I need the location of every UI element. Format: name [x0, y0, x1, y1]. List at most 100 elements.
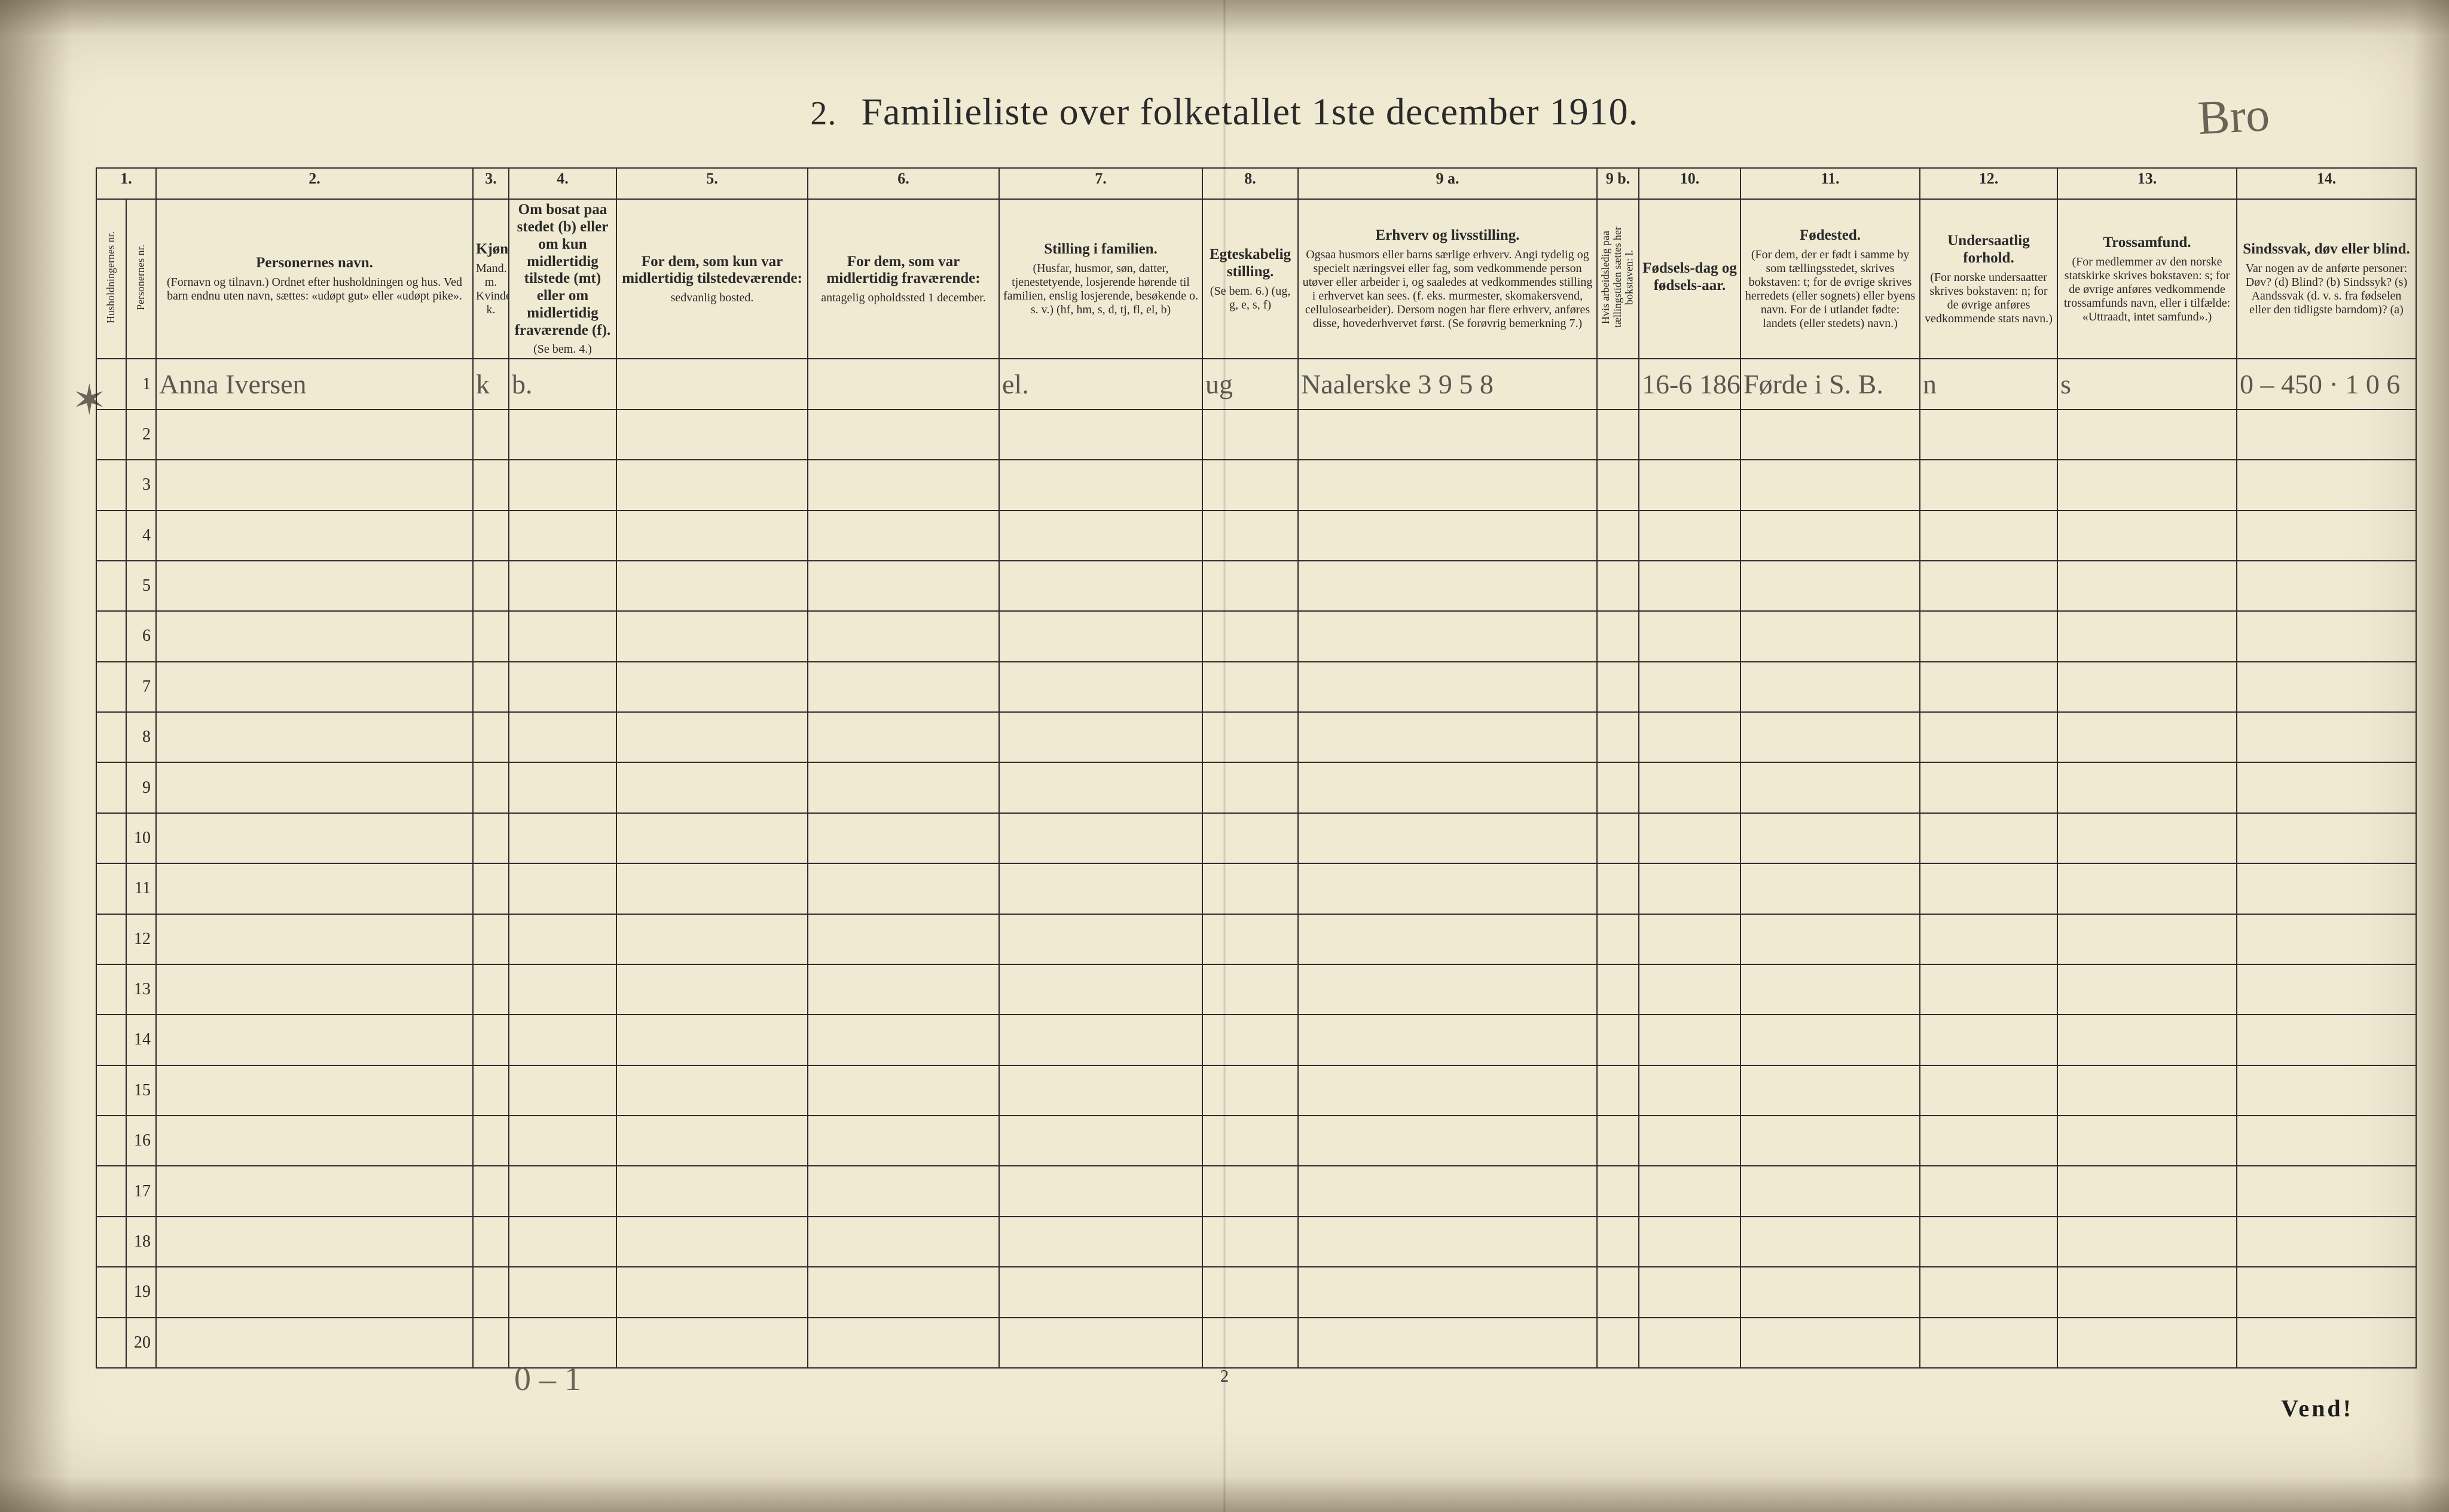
table-cell: [2237, 1318, 2416, 1368]
table-cell: [156, 1065, 473, 1116]
table-cell: [999, 813, 1202, 863]
table-cell: el.: [999, 359, 1202, 409]
table-cell: [96, 813, 126, 863]
table-cell: [1639, 561, 1740, 611]
table-row: 4: [96, 511, 2416, 561]
table-cell: [1597, 511, 1639, 561]
table-cell: [156, 1318, 473, 1368]
table-cell: [473, 611, 509, 661]
table-cell: 7: [126, 662, 156, 712]
table-cell: 18: [126, 1217, 156, 1267]
table-cell: [1202, 813, 1298, 863]
column-header-cell: Trossamfund.(For medlemmer av den norske…: [2057, 199, 2237, 359]
table-cell: [808, 1318, 999, 1368]
table-cell: [1740, 762, 1920, 812]
table-cell: [96, 712, 126, 762]
page-center-fold: [1223, 0, 1226, 1512]
table-cell: k: [473, 359, 509, 409]
table-cell: [999, 914, 1202, 964]
table-cell: [473, 964, 509, 1015]
table-cell: [2057, 1116, 2237, 1166]
table-cell: [2057, 813, 2237, 863]
table-cell: [1920, 1318, 2057, 1368]
table-cell: [2237, 762, 2416, 812]
table-cell: [473, 1318, 509, 1368]
table-cell: [1639, 1267, 1740, 1317]
table-cell: [1597, 813, 1639, 863]
table-cell: [616, 561, 808, 611]
table-cell: [1639, 712, 1740, 762]
column-header-cell: Personernes nr.: [126, 199, 156, 359]
table-cell: [999, 712, 1202, 762]
table-cell: [156, 1015, 473, 1065]
table-cell: [2237, 1065, 2416, 1116]
table-cell: [1920, 863, 2057, 914]
table-cell: 17: [126, 1166, 156, 1216]
table-cell: [999, 662, 1202, 712]
table-cell: [1920, 410, 2057, 460]
table-cell: 14: [126, 1015, 156, 1065]
turn-page-label: Vend!: [2281, 1394, 2353, 1422]
column-number-cell: 1.: [96, 168, 156, 199]
page-shadow-left: [0, 0, 72, 1512]
table-cell: [808, 1217, 999, 1267]
table-cell: [509, 1166, 616, 1216]
table-cell: [808, 813, 999, 863]
table-cell: 6: [126, 611, 156, 661]
table-cell: [96, 460, 126, 510]
column-number-cell: 6.: [808, 168, 999, 199]
table-cell: [1298, 662, 1597, 712]
table-cell: [2237, 1166, 2416, 1216]
table-cell: b.: [509, 359, 616, 409]
table-cell: [1202, 561, 1298, 611]
table-cell: 4: [126, 511, 156, 561]
column-header-cell: Fødsels-dag og fødsels-aar.: [1639, 199, 1740, 359]
table-row: 6: [96, 611, 2416, 661]
table-cell: [96, 1318, 126, 1368]
table-cell: [1920, 1166, 2057, 1216]
table-cell: [808, 1065, 999, 1116]
table-cell: [1920, 1065, 2057, 1116]
table-cell: [808, 964, 999, 1015]
table-cell: 1: [126, 359, 156, 409]
table-cell: [2237, 561, 2416, 611]
table-cell: [2237, 1015, 2416, 1065]
table-cell: [2057, 1015, 2237, 1065]
table-cell: [999, 1166, 1202, 1216]
table-cell: Førde i S. B.: [1740, 359, 1920, 409]
column-number-cell: 4.: [509, 168, 616, 199]
table-cell: [1202, 1217, 1298, 1267]
table-row: 19: [96, 1267, 2416, 1317]
table-cell: [808, 359, 999, 409]
table-cell: [509, 813, 616, 863]
column-header-cell: For dem, som var midlertidig fraværende:…: [808, 199, 999, 359]
table-cell: [616, 410, 808, 460]
table-cell: [1202, 1065, 1298, 1116]
form-title-number: 2.: [810, 95, 836, 132]
column-header-row: Husholdningernes nr.Personernes nr.Perso…: [96, 199, 2416, 359]
table-cell: [1740, 410, 1920, 460]
table-cell: [1202, 914, 1298, 964]
table-cell: [1740, 460, 1920, 510]
table-cell: [2057, 712, 2237, 762]
table-cell: [2237, 712, 2416, 762]
table-cell: [1639, 1015, 1740, 1065]
table-cell: [1639, 662, 1740, 712]
handwritten-annotation-bottom: 0 – 1: [514, 1360, 581, 1398]
table-cell: 3: [126, 460, 156, 510]
table-cell: [1597, 410, 1639, 460]
table-cell: [1298, 964, 1597, 1015]
table-cell: [999, 1318, 1202, 1368]
table-cell: [808, 511, 999, 561]
column-number-row: 1.2.3.4.5.6.7.8.9 a.9 b.10.11.12.13.14.: [96, 168, 2416, 199]
table-cell: 16: [126, 1116, 156, 1166]
table-cell: 8: [126, 712, 156, 762]
table-cell: [616, 511, 808, 561]
table-cell: [2057, 1166, 2237, 1216]
table-cell: [616, 611, 808, 661]
table-cell: 11: [126, 863, 156, 914]
column-number-cell: 9 a.: [1298, 168, 1597, 199]
table-cell: 9: [126, 762, 156, 812]
table-cell: 12: [126, 914, 156, 964]
table-cell: [473, 1065, 509, 1116]
